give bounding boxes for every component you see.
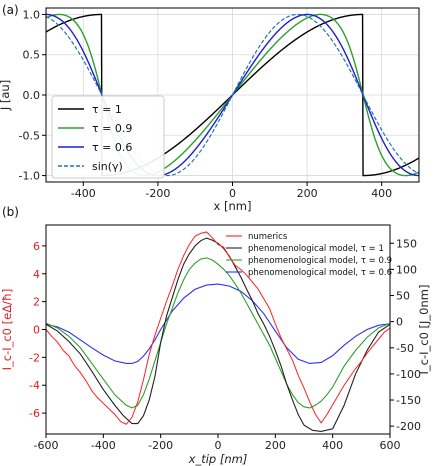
panel-b-plot: -600 -400 -200 0 200 400 600 -6 -4 -2 0 2 4 6 -200 -150…: [0, 224, 431, 466]
y-tick-label-left-b: 4: [33, 268, 40, 281]
y-tick-label-a: -1.0: [19, 170, 40, 183]
panel-a-plot: -400 -200 0 200 400 -1.0 -0.5 0.0 0.5 1.0 x [nm] J …: [0, 7, 420, 213]
legend-label-b: phenomenological model, τ = 0.6: [248, 268, 392, 278]
panel-a-tag: (a): [2, 3, 19, 17]
x-tick-label-a: -400: [71, 187, 96, 200]
y-tick-label-right-b: 0: [396, 316, 403, 329]
panel-b-tag: (b): [2, 205, 19, 219]
y-tick-label-left-b: 6: [33, 240, 40, 253]
y-tick-label-left-b: -2: [29, 351, 40, 364]
y-tick-label-right-b: -150: [396, 394, 421, 407]
y-axis-label-a: J [au]: [0, 80, 12, 111]
x-tick-label-b: 0: [215, 439, 222, 452]
x-tick-label-b: 200: [265, 439, 286, 452]
x-tick-label-b: -200: [148, 439, 173, 452]
y-tick-label-left-b: -4: [29, 379, 40, 392]
x-tick-label-a: 0: [229, 187, 236, 200]
legend-label-b: phenomenological model, τ = 1: [248, 244, 384, 254]
x-axis-label-b: x_tip [nm]: [188, 452, 248, 466]
legend-box-a: [51, 95, 165, 179]
x-tick-label-b: 400: [322, 439, 343, 452]
y-tick-label-left-b: -6: [29, 407, 40, 420]
y-tick-label-a: 0.5: [23, 49, 41, 62]
legend-label-a: τ = 0.9: [92, 122, 132, 135]
x-tick-label-a: 400: [371, 187, 392, 200]
x-tick-label-a: -200: [145, 187, 170, 200]
y-tick-label-right-b: -50: [396, 342, 414, 355]
y-tick-label-a: -0.5: [19, 129, 40, 142]
series-line-b-3: [45, 283, 391, 365]
legend-a: τ = 1 τ = 0.9 τ = 0.6 sin(γ): [51, 95, 165, 179]
legend-label-a: sin(γ): [92, 160, 123, 173]
y-tick-label-a: 0.0: [23, 89, 41, 102]
y-tick-label-right-b: -100: [396, 368, 421, 381]
x-tick-label-a: 200: [297, 187, 318, 200]
y-tick-label-a: 1.0: [23, 8, 41, 21]
series-line-b-2: [45, 257, 391, 409]
x-tick-label-b: -600: [34, 439, 59, 452]
x-tick-label-b: 600: [380, 439, 401, 452]
legend-label-b: numerics: [248, 232, 288, 242]
y-tick-label-right-b: 100: [396, 263, 417, 276]
x-tick-label-b: -400: [91, 439, 116, 452]
y-axis-label-right-b: I_c-I_c0 [J_0nm]: [417, 285, 431, 375]
x-axis-label-a: x [nm]: [214, 199, 252, 213]
legend-label-a: τ = 1: [92, 103, 122, 116]
legend-b: numerics phenomenological model, τ = 1 phe…: [226, 232, 392, 278]
legend-label-a: τ = 0.6: [92, 141, 132, 154]
y-tick-label-left-b: 2: [33, 296, 40, 309]
y-tick-label-left-b: 0: [33, 324, 40, 337]
y-tick-label-right-b: 50: [396, 290, 410, 303]
y-tick-label-right-b: -200: [396, 420, 421, 433]
legend-label-b: phenomenological model, τ = 0.9: [248, 256, 392, 266]
series-line-b-0: [45, 231, 391, 425]
y-axis-label-left-b: I_c-I_c0 [eΔ/ħ]: [0, 289, 14, 371]
y-tick-label-right-b: 150: [396, 237, 417, 250]
